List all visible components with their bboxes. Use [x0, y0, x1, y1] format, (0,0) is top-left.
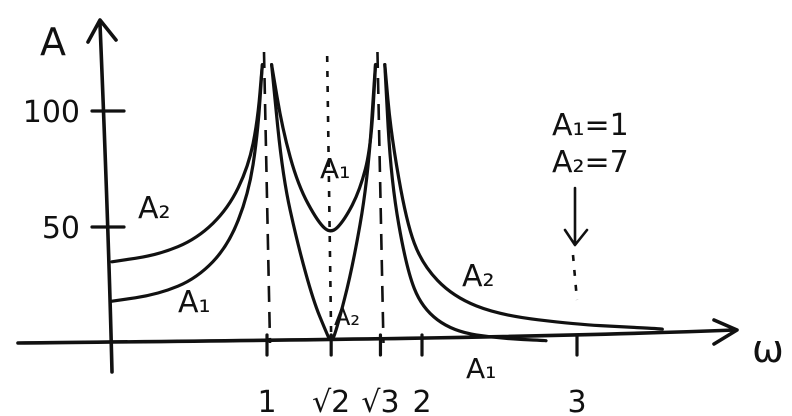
dotted-guide-line	[571, 254, 579, 301]
x-tick-label: √2	[312, 385, 350, 416]
curve-label-a2-right: A₂	[462, 259, 495, 294]
series-line-a1	[110, 62, 264, 303]
series-line-a2	[383, 62, 664, 331]
y-axis	[98, 22, 114, 374]
y-axis-arrowhead	[86, 18, 118, 44]
x-tick-label: √3	[361, 385, 399, 416]
annotation-a1: A₁=1	[552, 108, 629, 143]
x-axis	[16, 328, 737, 345]
y-axis-label: A	[40, 20, 66, 64]
curve-label-a2-left: A₂	[138, 191, 171, 226]
x-tick-label: 2	[412, 385, 431, 416]
x-tick-label: 1	[257, 385, 276, 416]
curve-label-a1-left: A₁	[178, 285, 211, 320]
series-line-a2	[110, 62, 264, 264]
series-line-a2	[270, 62, 378, 233]
curve-label-a1-right: A₁	[466, 352, 496, 385]
y-tick-label: 50	[42, 211, 80, 246]
series-line-a1	[383, 62, 548, 343]
y-tick-label: 100	[23, 95, 80, 130]
annotation-a2: A₂=7	[552, 145, 629, 180]
x-axis-arrowhead	[712, 318, 739, 346]
dotted-guide-line	[325, 55, 333, 339]
series-line-a1	[270, 62, 378, 342]
asymptote-line	[376, 51, 385, 344]
curve-label-a2-dip: A₂	[334, 303, 360, 331]
x-tick-label: 3	[567, 385, 586, 416]
curve-label-a1-middle: A₁	[320, 152, 350, 185]
annotation-arrow	[563, 186, 589, 247]
asymptote-line	[262, 51, 272, 344]
x-axis-label: ω	[752, 327, 784, 371]
